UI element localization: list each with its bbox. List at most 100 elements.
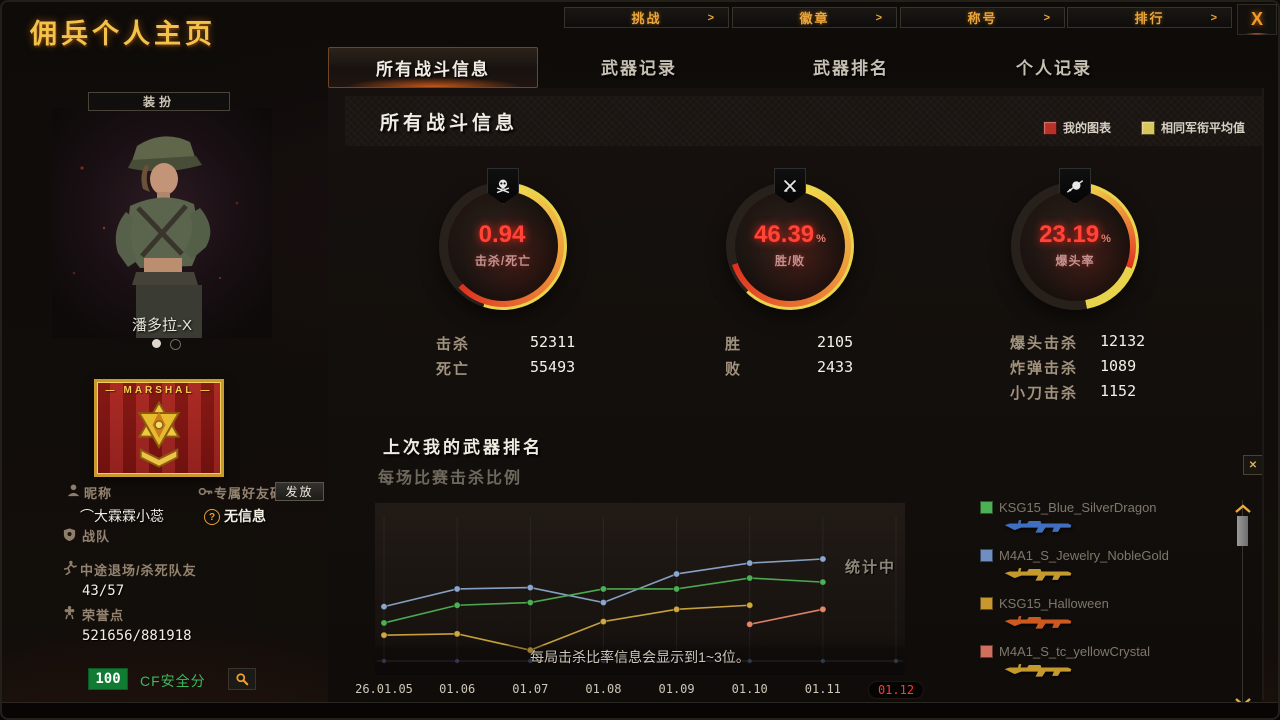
series-swatch [980,549,993,562]
kill-ratio-chart-svg [377,517,903,664]
stat-value-headshot-kills: 12132 [1100,332,1146,350]
portrait-page-dot-2[interactable] [170,339,181,350]
chart-status-text: 统计中 [845,559,897,576]
nav-button-title[interactable]: 称号 > [900,7,1065,28]
nav-button-challenge[interactable]: 挑战 > [564,7,729,28]
tab-label: 武器排名 [813,59,889,78]
key-icon [198,487,213,496]
x-axis-label[interactable]: 01.06 [439,682,476,696]
portrait-page-dot-1[interactable] [152,339,161,348]
gun-image [1004,520,1072,533]
runner-icon [63,560,77,575]
gauge-unit: % [1101,233,1111,245]
legend-label: 我的图表 [1063,121,1112,135]
stat-value-losses: 2433 [817,358,854,376]
weapon-item[interactable]: M4A1_S_Jewelry_NobleGold [980,548,1230,594]
safety-score-value: 100 [95,671,121,687]
gauge-face: 0.94 击杀/死亡 [448,191,558,301]
stat-label-knife-kills: 小刀击杀 [1010,385,1079,402]
x-axis-label[interactable]: 26.01.05 [355,682,413,696]
stat-label-headshot-kills: 爆头击杀 [1010,335,1079,352]
gauge-unit: % [816,233,826,245]
nav-label: 挑战 [631,11,662,26]
weapon-name: M4A1_S_tc_yellowCrystal [999,644,1151,659]
x-axis-label[interactable]: 01.09 [658,682,695,696]
gauge-face: 46.39% 胜/败 [735,191,845,301]
close-button[interactable]: X [1237,4,1277,36]
x-axis-label[interactable]: 01.12 [868,682,924,698]
x-axis-label[interactable]: 01.10 [731,682,768,696]
weapon-item[interactable]: KSG15_Halloween [980,596,1230,642]
right-edge-divider [1262,88,1264,700]
weapon-name: KSG15_Halloween [999,596,1109,611]
bottom-bezel [0,702,1280,720]
dress-up-button[interactable]: 装扮 [88,92,230,111]
quit-kill-teammate-value: 43/57 [82,583,125,599]
gauge-face: 23.19% 爆头率 [1020,191,1130,301]
chart-note: 每局击杀比率信息会显示到1~3位。 [375,645,905,669]
nav-button-ranking[interactable]: 排行 > [1067,7,1232,28]
x-axis-label[interactable]: 01.08 [585,682,622,696]
tab-label: 武器记录 [601,59,677,78]
gun-image [1004,616,1072,629]
tab-personal-records[interactable]: 个人记录 [954,47,1154,86]
clan-label: 战队 [82,529,111,544]
magnifier-icon [236,673,249,686]
x-axis-label[interactable]: 01.07 [512,682,549,696]
quit-kill-teammate-label: 中途退场/杀死队友 [80,563,197,578]
weapon-name: KSG15_Blue_SilverDragon [999,500,1157,515]
gauge-value: 0.94 [478,221,526,248]
clan-shield-icon [63,528,76,542]
legend-label: 相同军衔平均值 [1161,121,1246,135]
series-swatch [980,645,993,658]
nav-button-badge[interactable]: 徽章 > [732,7,897,28]
section-title: 所有战斗信息 [380,113,519,134]
weapon-item[interactable]: KSG15_Blue_SilverDragon [980,500,1230,546]
x-axis-label[interactable]: 01.11 [804,682,841,696]
stat-label-losses: 败 [725,361,743,378]
character-name: 潘多拉-X [131,317,192,334]
legend-rank-average: 相同军衔平均值 [1141,119,1245,136]
scrollbar-thumb[interactable] [1237,516,1248,546]
friend-code-label: 专属好友码 [214,486,285,501]
weapon-rank-title: 上次我的武器排名 [383,438,543,457]
stat-label-deaths: 死亡 [436,361,471,378]
weapon-item[interactable]: M4A1_S_tc_yellowCrystal [980,644,1230,690]
safety-search-button[interactable] [228,668,256,690]
weapon-panel-close-button[interactable]: ✕ [1243,455,1263,475]
friend-code-status: 无信息 [224,508,266,524]
gauge-win-loss: 46.39% 胜/败 [726,168,854,310]
nickname-label: 昵称 [84,486,113,501]
character-portrait [52,108,272,338]
kill-ratio-chart [375,503,905,675]
weapon-name: M4A1_S_Jewelry_NobleGold [999,548,1169,563]
gauge-label: 胜/败 [774,254,806,268]
nav-label: 称号 [967,11,998,26]
close-icon: X [1250,9,1263,29]
tab-weapon-ranking[interactable]: 武器排名 [751,47,951,86]
gauge-value: 23.19 [1039,221,1100,248]
chevron-right-icon: > [875,11,882,24]
safety-score-label: CF安全分 [140,673,206,689]
page-title: 佣兵个人主页 [30,19,216,49]
close-icon: ✕ [1248,459,1258,471]
safety-score-badge: 100 [88,668,128,690]
scroll-up-icon[interactable] [1234,501,1252,513]
question-icon: ? [204,509,220,525]
scrollbar-track[interactable] [1242,500,1243,705]
marshal-star-icon [137,400,181,468]
nav-label: 排行 [1134,11,1165,26]
grant-button[interactable]: 发放 [275,482,324,501]
gun-image [1004,568,1072,581]
dress-up-label: 装扮 [142,95,175,109]
tab-all-battle-info[interactable]: 所有战斗信息 [328,47,538,88]
chevron-right-icon: > [1210,11,1217,24]
honor-medal-icon [64,605,75,620]
stat-value-knife-kills: 1152 [1100,382,1137,400]
grant-label: 发放 [285,485,314,499]
series-swatch [980,597,993,610]
tab-weapon-records[interactable]: 武器记录 [539,47,739,86]
tab-label: 个人记录 [1016,59,1092,78]
legend-my-chart: 我的图表 [1043,119,1111,136]
gauge-headshot-rate: 23.19% 爆头率 [1011,168,1139,310]
